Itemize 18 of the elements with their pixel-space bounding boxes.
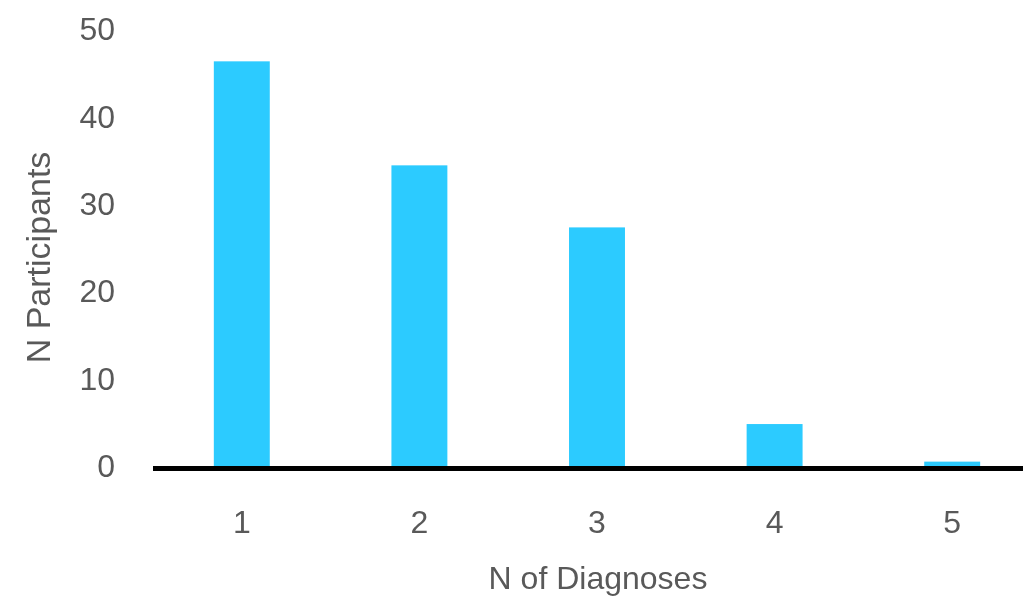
x-tick-label: 1: [232, 504, 251, 541]
x-axis-title: N of Diagnoses: [488, 560, 708, 596]
bar: [213, 61, 270, 466]
y-axis-title: N Participants: [18, 151, 57, 364]
x-tick-label: 5: [943, 504, 962, 541]
bar: [569, 227, 625, 466]
y-tick-label: 40: [79, 98, 115, 135]
x-tick-label: 3: [588, 504, 606, 541]
bar: [391, 165, 448, 466]
y-tick-label: 0: [97, 448, 115, 485]
x-tick-label: 2: [410, 504, 429, 541]
y-tick-label: 30: [79, 186, 115, 222]
x-tick-label: 4: [765, 504, 784, 541]
y-tick-label: 10: [79, 360, 115, 397]
bar: [924, 461, 981, 466]
y-tick-label: 50: [79, 11, 115, 48]
y-tick-label: 20: [79, 273, 115, 310]
bar: [746, 424, 803, 466]
